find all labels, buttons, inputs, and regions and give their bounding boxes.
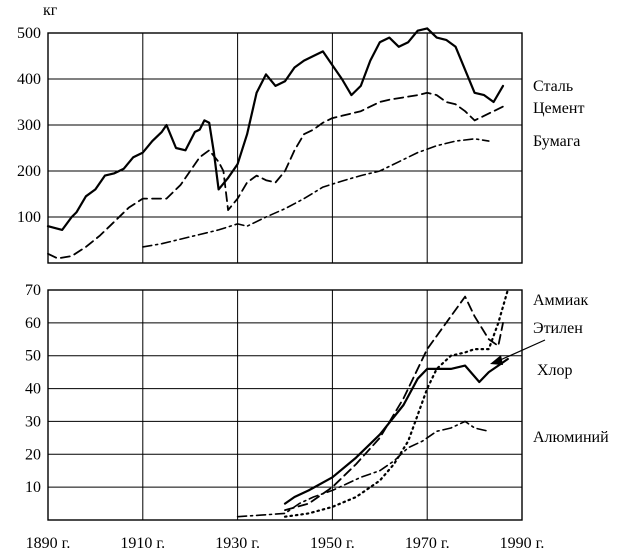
pointer-arrow-head	[490, 355, 503, 365]
bottom-series-line-3	[236, 420, 490, 518]
bottom-series-labels: Аммиак Этилен Хлор Алюминий	[533, 292, 609, 446]
bottom-y-tick-label: 30	[25, 413, 41, 430]
series-label-stal: Сталь	[533, 78, 573, 95]
series-label-hlor: Хлор	[537, 362, 573, 379]
x-tick-label: 1930 г.	[215, 535, 260, 552]
x-tick-label: 1890 г.	[26, 535, 71, 552]
x-tick-label: 1970 г.	[405, 535, 450, 552]
x-tick-label: 1910 г.	[120, 535, 165, 552]
top-y-tick-label: 400	[17, 71, 41, 88]
top-y-tick-label: 100	[17, 209, 41, 226]
bottom-series-line-2	[283, 357, 509, 505]
top-grid	[48, 33, 522, 263]
bottom-series-line-1	[283, 288, 509, 518]
x-tick-labels: 1890 г. 1910 г. 1930 г. 1950 г. 1970 г. 1990 …	[26, 535, 545, 552]
series-label-cement: Цемент	[533, 100, 584, 117]
bottom-y-tick-label: 10	[25, 479, 41, 496]
series-label-bumaga: Бумага	[533, 133, 580, 150]
bottom-y-tick-label: 40	[25, 381, 41, 398]
top-y-tick-labels: 100 200 300 400 500	[17, 25, 41, 226]
series-label-ammiak: Аммиак	[533, 292, 588, 309]
bottom-y-tick-label: 50	[25, 348, 41, 365]
top-series-line-0	[46, 27, 505, 231]
top-series-labels: Сталь Цемент Бумага	[533, 78, 584, 150]
top-y-tick-label: 500	[17, 25, 41, 42]
bottom-y-tick-labels: 10 20 30 40 50 60 70	[25, 282, 41, 496]
bottom-grid	[48, 290, 522, 520]
x-tick-label: 1950 г.	[310, 535, 355, 552]
bottom-chart-panel: 10 20 30 40 50 60 70 1890 г. 1910 г. 1930 г. 1950…	[25, 282, 609, 552]
x-tick-label: 1990 г.	[500, 535, 545, 552]
bottom-series-line-0	[284, 295, 504, 511]
bottom-series	[236, 288, 509, 518]
etilen-pointer-arrow	[490, 339, 546, 365]
top-plot-frame	[47, 32, 523, 264]
bottom-y-tick-label: 20	[25, 446, 41, 463]
top-chart-panel: кг 100 200 300 400 500 Сталь Цемент Бумага	[17, 2, 584, 264]
top-series	[46, 27, 505, 260]
bottom-plot-frame	[47, 289, 523, 521]
top-unit-label: кг	[43, 2, 58, 19]
series-label-alyuminiy: Алюминий	[533, 429, 609, 446]
pointer-arrow-line	[497, 339, 546, 362]
top-y-tick-label: 300	[17, 117, 41, 134]
top-series-line-1	[47, 91, 504, 260]
bottom-y-tick-label: 60	[25, 315, 41, 332]
top-y-tick-label: 200	[17, 163, 41, 180]
top-series-line-2	[142, 138, 490, 248]
bottom-y-tick-label: 70	[25, 282, 41, 299]
series-label-etilen: Этилен	[533, 320, 583, 337]
